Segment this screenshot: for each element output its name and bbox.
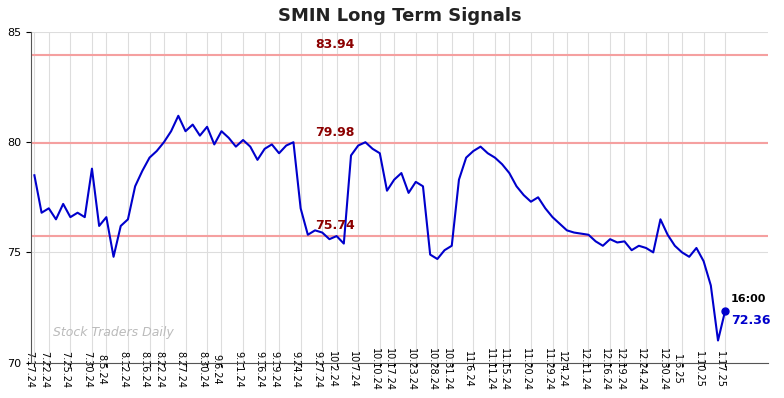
Text: 75.74: 75.74 [315, 219, 355, 232]
Text: 83.94: 83.94 [315, 39, 354, 51]
Title: SMIN Long Term Signals: SMIN Long Term Signals [278, 7, 521, 25]
Text: 79.98: 79.98 [315, 126, 354, 139]
Text: 72.36: 72.36 [731, 314, 771, 327]
Text: Stock Traders Daily: Stock Traders Daily [53, 326, 174, 339]
Text: 16:00: 16:00 [731, 294, 766, 304]
